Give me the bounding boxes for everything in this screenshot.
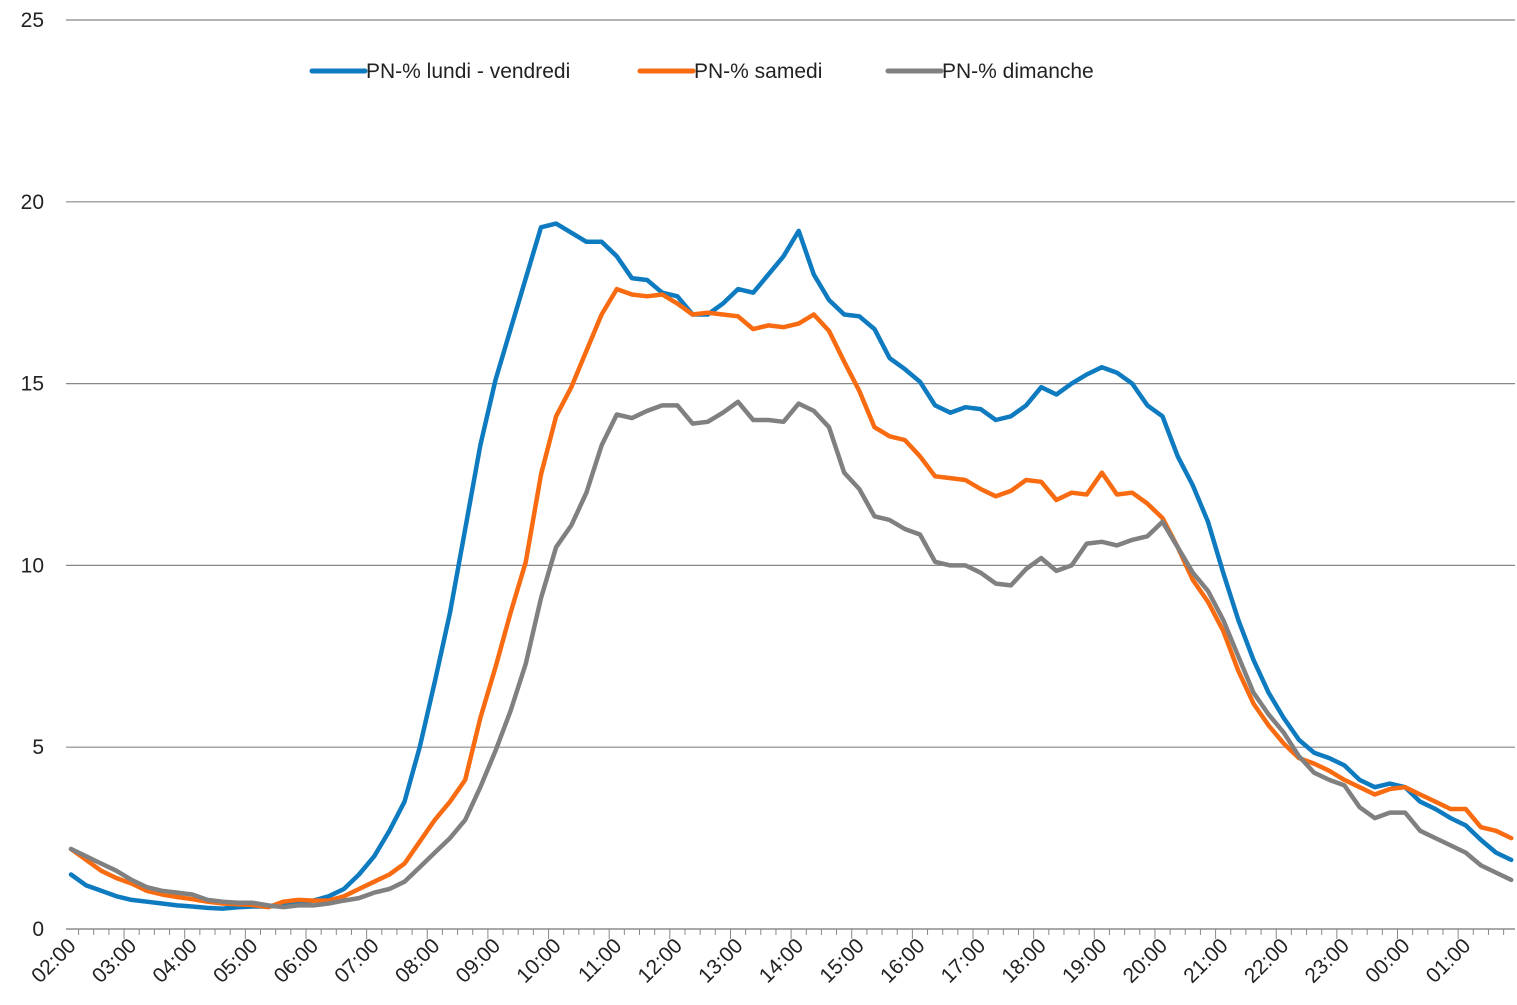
x-tick-label: 22:00 bbox=[1240, 934, 1293, 987]
series-line-3 bbox=[68, 399, 1514, 910]
legend: PN-% lundi - vendredi PN-% samedi PN-% dim… bbox=[309, 60, 1094, 83]
x-tick-label: 18:00 bbox=[997, 934, 1050, 987]
series-lines bbox=[68, 221, 1514, 911]
x-tick-label: 16:00 bbox=[876, 934, 929, 987]
x-tick-label: 14:00 bbox=[755, 934, 808, 987]
x-tick-label: 02:00 bbox=[27, 934, 80, 987]
x-tick-label: 21:00 bbox=[1179, 934, 1232, 987]
x-tick-label: 09:00 bbox=[452, 934, 505, 987]
x-axis-tick-labels: 02:00 03:00 04:00 05:00 06:00 07:00 08:00 09:00… bbox=[27, 934, 1475, 987]
series-line-2 bbox=[68, 286, 1514, 910]
y-tick-label: 15 bbox=[21, 373, 44, 396]
x-tick-label: 06:00 bbox=[270, 934, 323, 987]
legend-label-1: PN-% lundi - vendredi bbox=[366, 60, 570, 83]
x-tick-label: 03:00 bbox=[88, 934, 141, 987]
legend-label-3: PN-% dimanche bbox=[942, 60, 1094, 83]
x-tick-label: 10:00 bbox=[512, 934, 565, 987]
legend-label-2: PN-% samedi bbox=[694, 60, 822, 83]
x-tick-label: 17:00 bbox=[937, 934, 990, 987]
horizontal-gridlines bbox=[66, 19, 1515, 930]
x-tick-label: 20:00 bbox=[1119, 934, 1172, 987]
x-tick-label: 23:00 bbox=[1301, 934, 1354, 987]
x-tick-label: 05:00 bbox=[209, 934, 262, 987]
x-tick-label: 00:00 bbox=[1361, 934, 1414, 987]
x-tick-label: 08:00 bbox=[391, 934, 444, 987]
y-tick-label: 20 bbox=[21, 191, 44, 214]
x-tick-label: 04:00 bbox=[148, 934, 201, 987]
x-tick-label: 13:00 bbox=[694, 934, 747, 987]
y-tick-label: 25 bbox=[21, 9, 44, 32]
x-axis bbox=[66, 928, 1515, 939]
x-tick-label: 12:00 bbox=[634, 934, 687, 987]
y-axis-tick-labels: 0 5 10 15 20 25 bbox=[21, 9, 44, 941]
y-tick-label: 0 bbox=[32, 918, 44, 941]
x-tick-label: 01:00 bbox=[1422, 934, 1475, 987]
x-tick-label: 15:00 bbox=[815, 934, 868, 987]
x-tick-label: 19:00 bbox=[1058, 934, 1111, 987]
x-tick-label: 07:00 bbox=[330, 934, 383, 987]
y-tick-label: 5 bbox=[32, 736, 44, 759]
y-tick-label: 10 bbox=[21, 554, 44, 577]
x-tick-label: 11:00 bbox=[574, 934, 626, 986]
